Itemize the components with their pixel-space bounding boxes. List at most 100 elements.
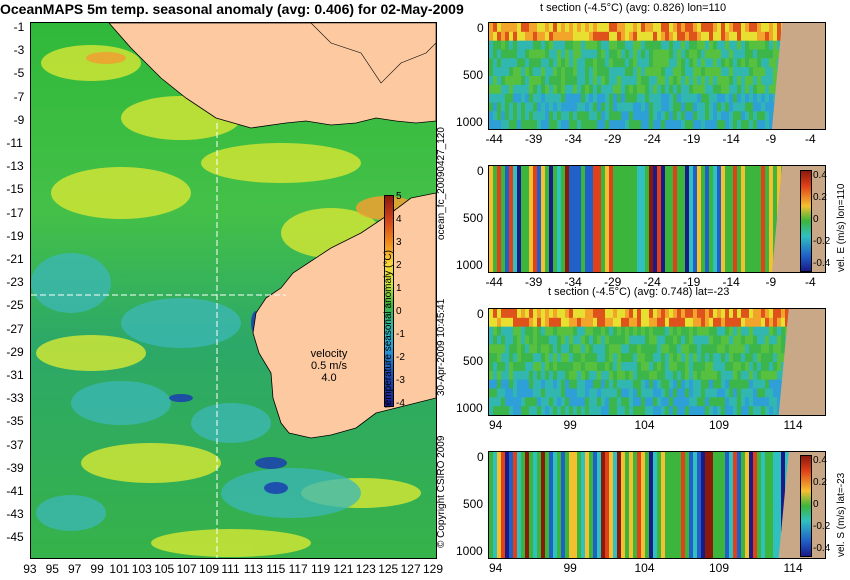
heatmap-cell bbox=[641, 388, 646, 398]
heatmap-cell bbox=[745, 452, 750, 558]
map-lat-tick: -7 bbox=[13, 89, 25, 104]
heatmap-cell bbox=[569, 353, 574, 363]
heatmap-cell bbox=[729, 326, 734, 337]
heatmap-cell bbox=[773, 317, 778, 328]
heatmap-cell bbox=[677, 76, 682, 86]
heatmap-cell bbox=[597, 76, 602, 86]
heatmap-cell bbox=[749, 58, 754, 68]
heatmap-cell bbox=[605, 335, 610, 345]
heatmap-cell bbox=[549, 67, 554, 77]
heatmap-cell bbox=[569, 23, 574, 33]
section-temp-lon110[interactable] bbox=[488, 22, 826, 130]
heatmap-cell bbox=[737, 326, 742, 337]
vels-colorbar bbox=[800, 455, 812, 557]
heatmap-cell bbox=[669, 23, 674, 33]
heatmap-cell bbox=[781, 335, 786, 345]
heatmap-cell bbox=[761, 397, 766, 407]
heatmap-cell bbox=[729, 102, 734, 112]
heatmap-cell bbox=[689, 309, 694, 319]
heatmap-cell bbox=[505, 335, 510, 345]
heatmap-cell bbox=[497, 370, 502, 381]
heatmap-cell bbox=[637, 31, 642, 42]
heatmap-cell bbox=[709, 93, 714, 104]
heatmap-cell bbox=[753, 76, 758, 86]
heatmap-cell bbox=[629, 166, 634, 272]
heatmap-cell bbox=[545, 102, 550, 112]
heatmap-cell bbox=[505, 23, 510, 33]
heatmap-cell bbox=[581, 406, 586, 415]
heatmap-cell bbox=[705, 353, 710, 363]
heatmap-cell bbox=[565, 406, 570, 415]
heatmap-cell bbox=[593, 317, 598, 328]
heatmap-cell bbox=[581, 309, 586, 319]
heatmap-cell bbox=[737, 23, 742, 33]
temperature-anomaly-map[interactable] bbox=[30, 22, 437, 559]
heatmap-cell bbox=[709, 102, 714, 112]
heatmap-cell bbox=[645, 353, 650, 363]
heatmap-cell bbox=[725, 31, 730, 42]
heatmap-cell bbox=[645, 309, 650, 319]
heatmap-cell bbox=[505, 111, 510, 121]
heatmap-cell bbox=[781, 326, 786, 337]
heatmap-cell bbox=[745, 335, 750, 345]
heatmap-cell bbox=[741, 388, 746, 398]
heatmap-cell bbox=[641, 362, 646, 372]
heatmap-cell bbox=[533, 84, 538, 95]
section-temp-lat23[interactable] bbox=[488, 308, 826, 416]
heatmap-cell bbox=[609, 67, 614, 77]
heatmap-cell bbox=[509, 406, 514, 415]
section-vels-lat23[interactable] bbox=[488, 451, 826, 559]
heatmap-cell bbox=[541, 67, 546, 77]
heatmap-cell bbox=[565, 49, 570, 59]
section-x-tick: -29 bbox=[604, 132, 622, 146]
heatmap-cell bbox=[745, 406, 750, 415]
heatmap-cell bbox=[777, 344, 782, 354]
heatmap-cell bbox=[701, 326, 706, 337]
heatmap-cell bbox=[493, 326, 498, 337]
map-lat-tick: -23 bbox=[6, 275, 24, 290]
heatmap-cell bbox=[713, 353, 718, 363]
heatmap-cell bbox=[557, 309, 562, 319]
heatmap-cell bbox=[669, 31, 674, 42]
heatmap-cell bbox=[517, 120, 522, 129]
heatmap-cell bbox=[553, 370, 558, 381]
heatmap-cell bbox=[621, 120, 626, 129]
heatmap-cell bbox=[753, 102, 758, 112]
heatmap-cell bbox=[493, 353, 498, 363]
heatmap-cell bbox=[557, 452, 562, 558]
section-x-tick: -44 bbox=[485, 275, 503, 289]
section-vele-lon110[interactable] bbox=[488, 165, 826, 273]
heatmap-cell bbox=[705, 58, 710, 68]
heatmap-cell bbox=[513, 388, 518, 398]
heatmap-cell bbox=[741, 335, 746, 345]
heatmap-cell bbox=[533, 166, 538, 272]
heatmap-cell bbox=[613, 31, 618, 42]
heatmap-cell bbox=[665, 166, 670, 272]
heatmap-cell bbox=[769, 49, 774, 59]
map-colorbar-tick: 4 bbox=[396, 214, 402, 225]
heatmap-cell bbox=[733, 344, 738, 354]
section-x-tick: 104 bbox=[634, 418, 655, 432]
heatmap-cell bbox=[601, 388, 606, 398]
heatmap-cell bbox=[589, 452, 594, 558]
heatmap-cell bbox=[769, 84, 774, 95]
heatmap-cell bbox=[593, 344, 598, 354]
heatmap-cell bbox=[493, 317, 498, 328]
heatmap-cell bbox=[577, 31, 582, 42]
heatmap-cell bbox=[505, 166, 510, 272]
heatmap-cell bbox=[693, 67, 698, 77]
heatmap-cell bbox=[605, 397, 610, 407]
heatmap-cell bbox=[517, 58, 522, 68]
heatmap-cell bbox=[633, 102, 638, 112]
heatmap-cell bbox=[669, 40, 674, 51]
heatmap-cell bbox=[537, 166, 542, 272]
heatmap-cell bbox=[521, 31, 526, 42]
heatmap-cell bbox=[625, 84, 630, 95]
heatmap-cell bbox=[561, 353, 566, 363]
heatmap-cell bbox=[537, 31, 542, 42]
heatmap-cell bbox=[681, 102, 686, 112]
heatmap-cell bbox=[665, 397, 670, 407]
velocity-colorbar-tick: -0.4 bbox=[813, 543, 831, 554]
heatmap-cell bbox=[609, 388, 614, 398]
heatmap-cell bbox=[521, 309, 526, 319]
